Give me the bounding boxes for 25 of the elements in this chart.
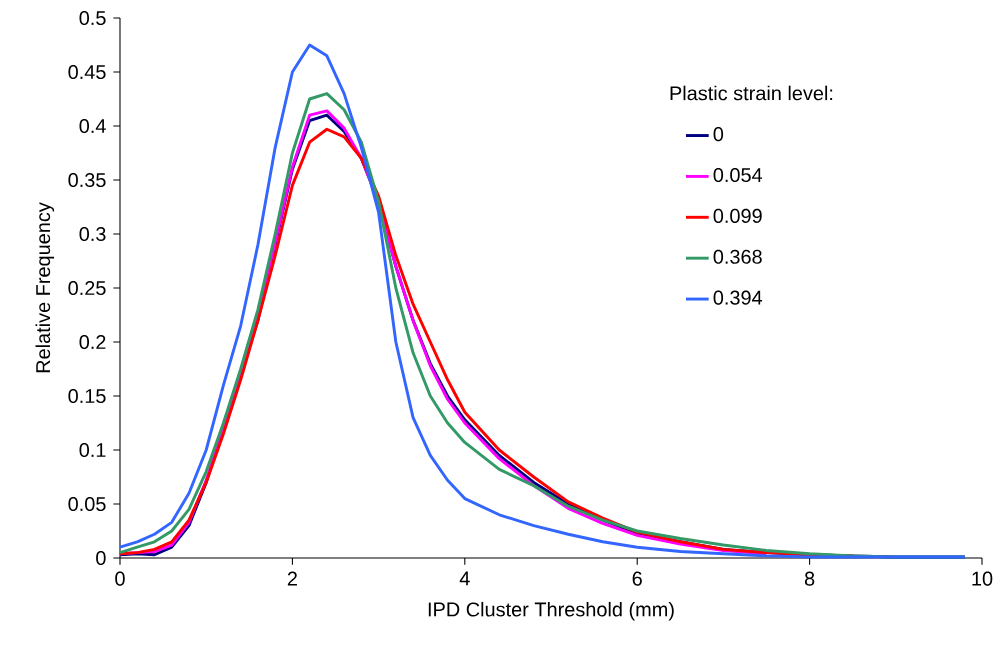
y-tick-label: 0.15 [68,388,106,404]
legend-title: Plastic strain level: [670,85,833,101]
legend-label: 0.099 [713,208,762,223]
legend-label: 0.054 [713,167,763,183]
x-tick-label: 6 [632,571,642,586]
y-tick-label: 0.2 [79,334,106,350]
y-tick-label: 0.3 [79,226,106,242]
x-tick-label: 2 [287,571,297,586]
legend-label: 0 [713,127,724,142]
legend-label: 0.368 [713,249,762,264]
y-tick-label: 0.1 [79,442,106,458]
y-tick-label: 0.25 [68,280,106,296]
x-tick-label: 10 [972,571,993,586]
y-tick-label: 0.4 [79,118,106,134]
y-tick-label: 0.5 [79,10,106,26]
legend-label: 0.394 [713,290,763,305]
x-tick-label: 4 [459,571,470,586]
y-tick-label: 0 [96,550,106,566]
x-axis-title: IPD Cluster Threshold (mm) [428,601,674,621]
y-axis-title: Relative Frequency [35,202,55,373]
y-tick-label: 0.45 [68,64,106,80]
y-tick-label: 0.05 [68,496,106,512]
y-tick-label: 0.35 [68,172,106,188]
x-tick-label: 8 [804,571,815,586]
x-tick-label: 0 [115,571,125,586]
